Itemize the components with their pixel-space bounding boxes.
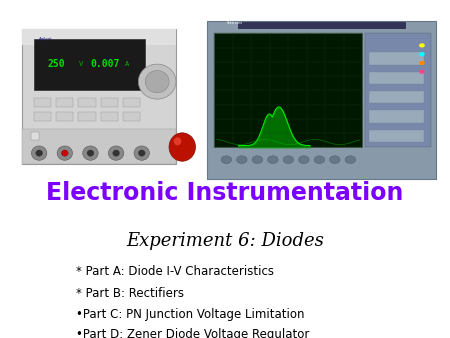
Text: V: V: [78, 61, 83, 67]
Circle shape: [174, 137, 181, 145]
Bar: [22, 29, 176, 45]
Bar: [101, 112, 118, 121]
Bar: [22, 129, 176, 164]
Bar: [369, 52, 424, 65]
Circle shape: [32, 146, 47, 160]
Text: Tektronix: Tektronix: [226, 21, 243, 25]
Circle shape: [221, 156, 232, 164]
Circle shape: [237, 156, 247, 164]
Bar: [56, 97, 73, 107]
Bar: [56, 112, 73, 121]
Circle shape: [138, 64, 176, 99]
Text: * Part B: Rectifiers: * Part B: Rectifiers: [76, 287, 184, 300]
Bar: [22, 29, 176, 164]
Circle shape: [419, 70, 425, 74]
Circle shape: [299, 156, 309, 164]
Bar: [369, 91, 424, 103]
Text: 0.007: 0.007: [90, 59, 120, 69]
Bar: [31, 132, 39, 140]
Bar: [101, 97, 118, 107]
Bar: [34, 39, 145, 90]
Circle shape: [138, 150, 145, 156]
Text: Electronic Instrumentation: Electronic Instrumentation: [46, 181, 404, 205]
Text: •Part C: PN Junction Voltage Limitation: •Part C: PN Junction Voltage Limitation: [76, 308, 305, 320]
Circle shape: [283, 156, 293, 164]
Bar: [215, 33, 362, 147]
Circle shape: [36, 150, 43, 156]
Circle shape: [57, 146, 72, 160]
Bar: [369, 130, 424, 142]
Bar: [78, 112, 95, 121]
Bar: [364, 33, 432, 147]
Bar: [34, 112, 51, 121]
Bar: [123, 97, 140, 107]
Circle shape: [419, 61, 425, 65]
Text: 250: 250: [48, 59, 65, 69]
Text: •Part D: Zener Diode Voltage Regulator: •Part D: Zener Diode Voltage Regulator: [76, 328, 310, 338]
Bar: [369, 111, 424, 123]
Text: Agilent: Agilent: [39, 37, 53, 41]
Circle shape: [169, 133, 195, 161]
Text: Experiment 6: Diodes: Experiment 6: Diodes: [126, 232, 324, 249]
Circle shape: [419, 43, 425, 48]
Bar: [369, 72, 424, 84]
Circle shape: [87, 150, 94, 156]
Circle shape: [145, 71, 169, 93]
Bar: [78, 97, 95, 107]
Circle shape: [83, 146, 98, 160]
Circle shape: [61, 150, 68, 156]
Circle shape: [329, 156, 340, 164]
Circle shape: [112, 150, 120, 156]
Circle shape: [108, 146, 124, 160]
Text: A: A: [125, 61, 129, 67]
Circle shape: [252, 156, 263, 164]
Circle shape: [314, 156, 324, 164]
Circle shape: [419, 52, 425, 56]
Bar: [34, 97, 51, 107]
Circle shape: [345, 156, 356, 164]
Bar: [238, 22, 405, 28]
Text: * Part A: Diode I-V Characteristics: * Part A: Diode I-V Characteristics: [76, 265, 274, 278]
Circle shape: [134, 146, 149, 160]
Bar: [123, 112, 140, 121]
Circle shape: [268, 156, 278, 164]
